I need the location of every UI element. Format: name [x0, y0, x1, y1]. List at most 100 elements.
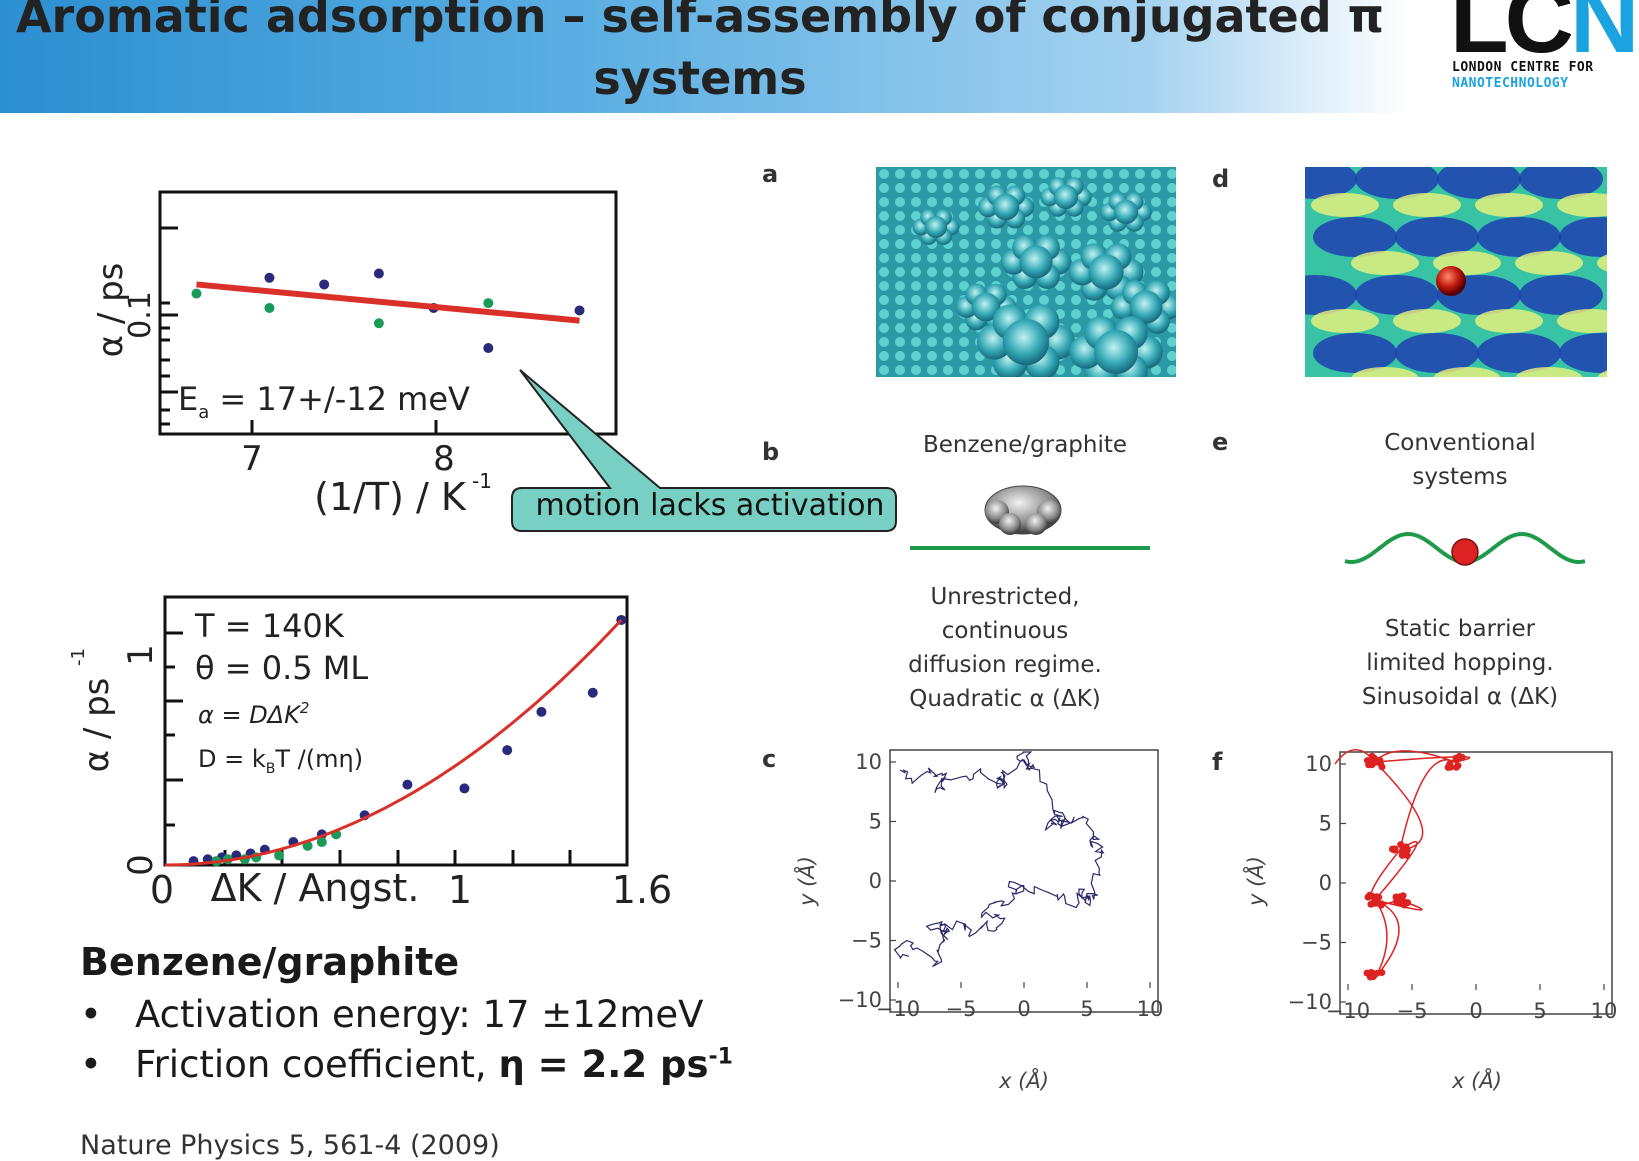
arrhenius-plot: 7 8 0.1 α / ps (1/T) / K -1 Ea = 17+/-12…	[91, 190, 618, 519]
hop-site-dot	[1447, 763, 1455, 771]
potential-peak	[1393, 193, 1461, 217]
panel-label-d: d	[1212, 165, 1230, 193]
hop-site-dot	[1373, 969, 1381, 977]
dispersion-ylabel: α / ps	[77, 678, 117, 773]
hopping-particle	[1451, 538, 1479, 566]
potential-well	[1313, 217, 1397, 257]
arrhenius-x-ticks	[250, 420, 438, 434]
callout-shape	[511, 369, 897, 532]
potential-peak	[1515, 251, 1583, 275]
arrhenius-xlabel-sup: -1	[472, 469, 492, 493]
hop-site-dot	[1370, 754, 1378, 762]
hop-site-dot	[1378, 763, 1386, 771]
potential-peak	[1351, 367, 1419, 377]
alpha-equation: α = DΔK2	[198, 699, 309, 729]
hop-site-dot	[1397, 841, 1405, 849]
bullet-friction-coefficient: • Friction coefficient, η = 2.2 ps-1	[80, 1043, 733, 1086]
slide-title-line2: systems	[593, 51, 807, 105]
dispersion-xtick-1: 1	[448, 868, 472, 912]
arrhenius-point-1-2	[373, 318, 384, 329]
arrhenius-xlabel: (1/T) / K	[314, 475, 467, 519]
arrhenius-point-1-3	[483, 298, 494, 309]
hopping-sites	[1363, 752, 1466, 981]
logo-line1: LONDON CENTRE FOR	[1452, 60, 1594, 75]
citation: Nature Physics 5, 561-4 (2009)	[80, 1130, 500, 1161]
trajectory-hopping: 10 5 0 −5 −10−10 −5 0 5 10 x (Å) y (Å)	[1242, 749, 1617, 1093]
potential-surface-render	[1305, 167, 1607, 377]
panel-b-caption: Unrestricted, continuous diffusion regime.…	[908, 584, 1102, 712]
hop-site-dot	[1388, 845, 1396, 853]
benzene-molecule-3d	[1000, 235, 1072, 289]
adsorbate-red-ball	[1436, 266, 1466, 296]
benzene-flat-schematic	[910, 485, 1150, 550]
traj-xtick: 5	[1080, 997, 1093, 1021]
potential-peak	[1597, 254, 1607, 272]
benzene-molecule-3d	[1100, 192, 1152, 232]
arrhenius-point-0-1	[319, 279, 330, 290]
arrhenius-fit-line	[196, 281, 580, 324]
hop-site-dot	[1375, 893, 1383, 901]
arrhenius-point-0-0	[264, 272, 275, 283]
potential-well	[1313, 333, 1397, 373]
arrhenius-point-1-1	[264, 302, 275, 313]
coverage-label: θ = 0.5 ML	[195, 649, 368, 687]
traj-f-xlabel: x (Å)	[1451, 1067, 1502, 1093]
diffusion-equation: D = kBT /(mη)	[198, 745, 363, 777]
panel-label-f: f	[1212, 748, 1223, 776]
potential-well	[1437, 167, 1521, 199]
hop-site-dot	[1404, 899, 1412, 907]
dispersion-point-0-11	[502, 745, 513, 756]
benzene-molecule-3d	[912, 209, 960, 245]
callout-text: motion lacks activation	[535, 488, 885, 523]
traj-xtick: 0	[1017, 997, 1030, 1021]
hop-site-dot	[1398, 851, 1406, 859]
benzene-molecule-3d	[1068, 243, 1144, 301]
potential-peak	[1515, 367, 1583, 377]
arrhenius-y-ticks	[160, 226, 178, 426]
arrhenius-points	[191, 268, 585, 354]
traj-c-ylabel: y (Å)	[793, 856, 819, 907]
potential-peak	[1433, 367, 1501, 377]
traj-f-ylabel: y (Å)	[1242, 856, 1268, 907]
panel-e-title: Conventional systems	[1384, 430, 1536, 490]
arrhenius-plot-frame	[158, 190, 618, 436]
potential-well	[1395, 333, 1479, 373]
traj-ytick: 10	[1305, 752, 1332, 776]
hop-site-dot	[1398, 896, 1406, 904]
logo-line2: NANOTECHNOLOGY	[1452, 76, 1569, 91]
benzene-molecule-3d	[1040, 177, 1092, 217]
brownian-trajectory	[893, 751, 1105, 968]
dispersion-point-1-6	[316, 837, 327, 848]
dispersion-fit-curve	[164, 618, 623, 867]
potential-peak	[1475, 309, 1543, 333]
dispersion-plot: 0 1 1.6 ΔK / Angst. 0 1 α / ps -1 T = 14…	[70, 595, 672, 912]
arrhenius-ytick: 0.1	[123, 291, 158, 339]
hop-site-dot	[1367, 900, 1375, 908]
trajectory-continuous: 10 5 0 −5 −10−10 −5 0 5 10 x (Å) y (Å)	[793, 749, 1163, 1093]
traj-c-xlabel: x (Å)	[998, 1067, 1049, 1093]
arrhenius-point-0-4	[483, 343, 494, 354]
summary-heading: Benzene/graphite	[80, 940, 460, 984]
potential-well	[1305, 275, 1357, 315]
hop-site-dot	[1363, 969, 1371, 977]
dispersion-y-ticks	[165, 631, 183, 827]
potential-peak	[1311, 309, 1379, 333]
panel-b-title: Benzene/graphite	[922, 432, 1128, 458]
activation-energy-label: Ea = 17+/-12 meV	[178, 380, 470, 423]
potential-well	[1477, 333, 1561, 373]
benzene-graphite-render	[876, 167, 1176, 377]
dispersion-ytick-0: 0	[121, 854, 161, 876]
potential-well	[1519, 167, 1603, 199]
potential-well	[1305, 167, 1357, 199]
arrhenius-xtick-8: 8	[433, 439, 455, 479]
dispersion-point-0-13	[587, 687, 598, 698]
slide-title-line1: Aromatic adsorption – self-assembly of c…	[15, 0, 1385, 43]
traj-xtick: 5	[1533, 999, 1546, 1023]
traj-ytick: −10	[1288, 990, 1332, 1014]
traj-xtick: −10	[876, 997, 920, 1021]
bullet-activation-energy: • Activation energy: 17 ±12meV	[80, 993, 704, 1036]
potential-peak	[1557, 309, 1607, 333]
traj-ytick: 10	[855, 750, 882, 774]
hop-site-dot	[1458, 753, 1466, 761]
potential-peak	[1393, 309, 1461, 333]
